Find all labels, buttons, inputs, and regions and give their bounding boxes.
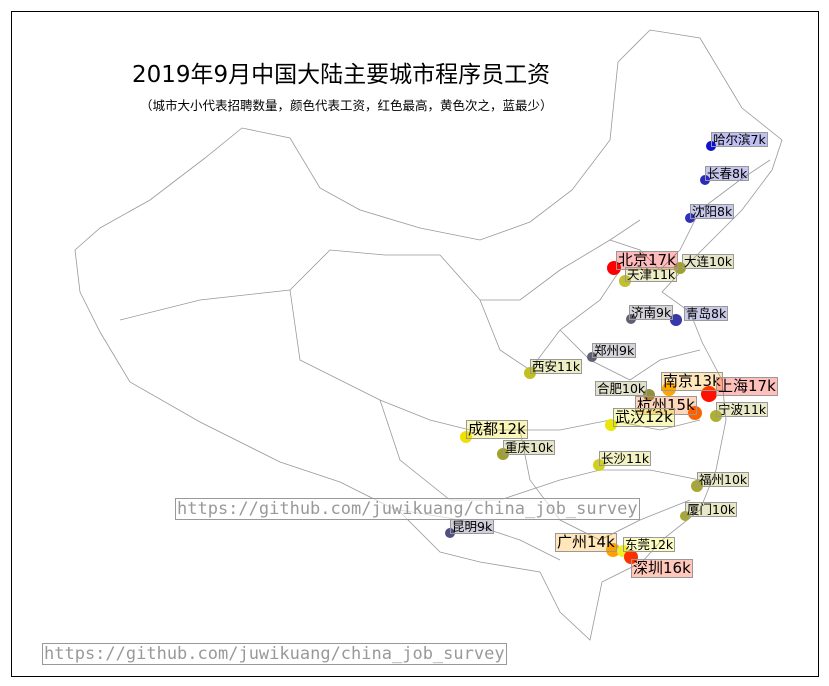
watermark-bottom: https://github.com/juwikuang/china_job_s… xyxy=(42,643,507,665)
city-marker-武汉 xyxy=(605,419,617,431)
city-label: 西安11k xyxy=(530,358,583,375)
country-outline xyxy=(74,29,783,641)
city-marker-北京 xyxy=(607,261,621,275)
province-borders xyxy=(74,29,783,641)
map-frame xyxy=(11,11,819,677)
city-label: 长春8k xyxy=(705,165,750,182)
city-label: 天津11k xyxy=(625,266,678,283)
city-label: 济南9k xyxy=(629,304,674,321)
city-marker-济南 xyxy=(626,314,636,324)
city-label: 武汉12k xyxy=(613,408,675,427)
city-marker-杭州 xyxy=(688,406,702,420)
city-label: 郑州9k xyxy=(592,342,637,359)
city-marker-南京 xyxy=(662,382,676,396)
city-label: 长沙11k xyxy=(599,450,652,467)
map-title: 2019年9月中国大陆主要城市程序员工资 xyxy=(132,62,551,88)
city-label: 南京13k xyxy=(661,372,723,391)
city-label: 成都12k xyxy=(466,420,528,439)
city-marker-深圳 xyxy=(624,550,638,564)
city-label: 广州14k xyxy=(555,533,617,552)
city-label: 沈阳8k xyxy=(690,203,735,220)
city-label: 北京17k xyxy=(616,251,678,270)
city-marker-合肥 xyxy=(643,389,655,401)
city-label: 重庆10k xyxy=(503,439,556,456)
city-label: 宁波11k xyxy=(716,401,769,418)
city-label: 青岛8k xyxy=(684,305,729,322)
city-label: 上海17k xyxy=(716,377,778,396)
city-label: 大连10k xyxy=(682,253,735,270)
watermark-center: https://github.com/juwikuang/china_job_s… xyxy=(175,498,640,520)
city-label: 昆明9k xyxy=(450,518,495,535)
city-label: 哈尔滨7k xyxy=(711,131,768,148)
city-label: 厦门10k xyxy=(685,501,738,518)
map-subtitle: （城市大小代表招聘数量，颜色代表工资，红色最高，黄色次之，蓝最少） xyxy=(140,98,553,113)
city-label: 东莞12k xyxy=(623,536,676,553)
city-label: 福州10k xyxy=(697,471,750,488)
city-label: 杭州15k xyxy=(635,396,697,415)
city-label: 深圳16k xyxy=(631,559,693,578)
city-label: 合肥10k xyxy=(595,380,648,397)
